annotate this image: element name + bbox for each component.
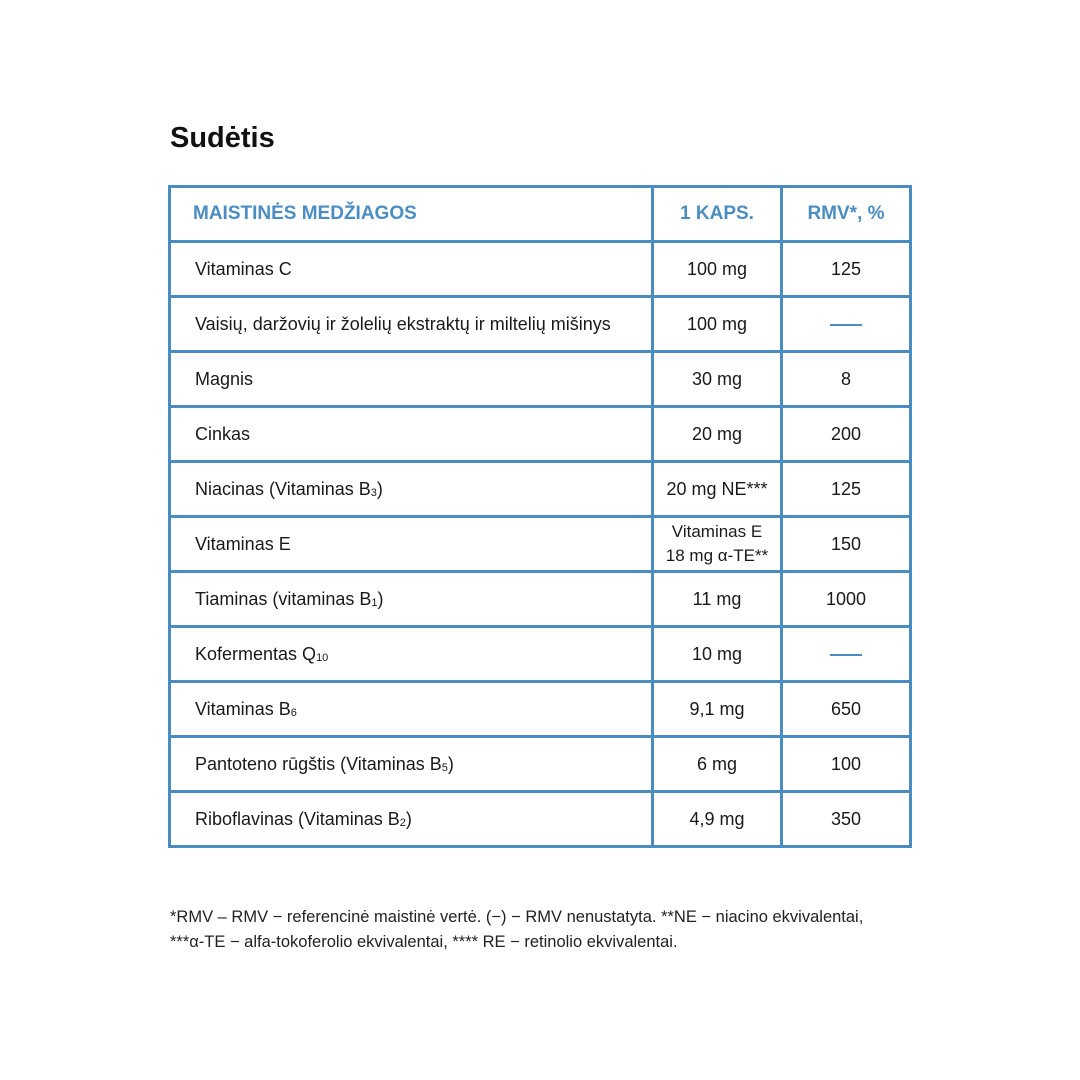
rmv-value: 200 bbox=[830, 423, 862, 444]
amount-cell: 100 mg bbox=[651, 240, 783, 298]
table-row: Riboflavinas (Vitaminas B2) 4,9 mg 350 bbox=[168, 790, 912, 848]
table-row: Vaisių, daržovių ir žolelių ekstraktų ir… bbox=[168, 295, 912, 353]
nutrient-name: Vitaminas C bbox=[168, 240, 654, 298]
rmv-value: 350 bbox=[830, 808, 862, 829]
nutrient-label: Tiaminas (vitaminas B bbox=[195, 588, 372, 609]
rmv-cell: 150 bbox=[780, 515, 912, 573]
amount-value: 10 mg bbox=[691, 643, 743, 664]
amount-cell: 11 mg bbox=[651, 570, 783, 628]
table-row: Niacinas (Vitaminas B3) 20 mg NE*** 125 bbox=[168, 460, 912, 518]
nutrient-label: Niacinas (Vitaminas B bbox=[195, 478, 371, 499]
rmv-value: 8 bbox=[840, 368, 851, 389]
footnote: *RMV – RMV − referencinė maistinė vertė.… bbox=[170, 905, 863, 955]
footnote-line-1: *RMV – RMV − referencinė maistinė vertė.… bbox=[170, 908, 864, 926]
amount-value: 11 mg bbox=[692, 588, 742, 609]
amount-value: 30 mg bbox=[691, 368, 743, 389]
nutrient-label: Kofermentas Q bbox=[195, 643, 317, 664]
table-row: Vitaminas B6 9,1 mg 650 bbox=[168, 680, 912, 738]
suffix: ) bbox=[377, 588, 384, 609]
amount-value: 4,9 mg bbox=[689, 808, 745, 829]
nutrition-table: MAISTINĖS MEDŽIAGOS 1 KAPS. RMV*, % Vita… bbox=[168, 185, 912, 848]
nutrient-name: Kofermentas Q10 bbox=[168, 625, 654, 683]
table-row: Vitaminas E Vitaminas E 18 mg α-TE** 150 bbox=[168, 515, 912, 573]
not-set-dash bbox=[830, 653, 862, 656]
amount-cell: 20 mg NE*** bbox=[651, 460, 783, 518]
rmv-cell: 200 bbox=[780, 405, 912, 463]
suffix: ) bbox=[405, 808, 412, 829]
nutrient-name: Riboflavinas (Vitaminas B2) bbox=[168, 790, 654, 848]
amount-value: 20 mg NE*** bbox=[666, 478, 768, 499]
table-row: Magnis 30 mg 8 bbox=[168, 350, 912, 408]
table-row: Vitaminas C 100 mg 125 bbox=[168, 240, 912, 298]
nutrient-label: Vitaminas B bbox=[195, 698, 291, 719]
amount-cell: 4,9 mg bbox=[651, 790, 783, 848]
table-row: Pantoteno rūgštis (Vitaminas B5) 6 mg 10… bbox=[168, 735, 912, 793]
subscript: 1 bbox=[371, 596, 378, 609]
subscript: 10 bbox=[316, 651, 329, 664]
nutrient-label: Pantoteno rūgštis (Vitaminas B bbox=[195, 753, 442, 774]
amount-cell: 6 mg bbox=[651, 735, 783, 793]
nutrient-name: Vitaminas E bbox=[168, 515, 654, 573]
amount-cell: 100 mg bbox=[651, 295, 783, 353]
amount-cell: 20 mg bbox=[651, 405, 783, 463]
footnote-line-2: ***α-TE − alfa-tokoferolio ekvivalentai,… bbox=[170, 933, 678, 951]
table-row: Tiaminas (vitaminas B1) 11 mg 1000 bbox=[168, 570, 912, 628]
nutrient-label: Vitaminas C bbox=[195, 258, 292, 279]
rmv-cell: 1000 bbox=[780, 570, 912, 628]
rmv-value: 1000 bbox=[825, 588, 867, 609]
amount-cell: 9,1 mg bbox=[651, 680, 783, 738]
nutrient-name: Tiaminas (vitaminas B1) bbox=[168, 570, 654, 628]
amount-line-2: 18 mg α-TE** bbox=[665, 546, 769, 565]
nutrient-name: Magnis bbox=[168, 350, 654, 408]
nutrient-label: Vaisių, daržovių ir žolelių ekstraktų ir… bbox=[195, 313, 611, 334]
rmv-value: 125 bbox=[830, 258, 862, 279]
suffix: ) bbox=[447, 753, 454, 774]
table-header-row: MAISTINĖS MEDŽIAGOS 1 KAPS. RMV*, % bbox=[168, 185, 912, 243]
table-row: Cinkas 20 mg 200 bbox=[168, 405, 912, 463]
header-nutrients: MAISTINĖS MEDŽIAGOS bbox=[168, 185, 654, 243]
rmv-value: 125 bbox=[830, 478, 862, 499]
rmv-value: 100 bbox=[830, 753, 862, 774]
amount-cell: 30 mg bbox=[651, 350, 783, 408]
amount-line-1: Vitaminas E bbox=[671, 522, 763, 541]
rmv-cell: 650 bbox=[780, 680, 912, 738]
amount-value: 100 mg bbox=[686, 258, 748, 279]
nutrient-label: Cinkas bbox=[195, 423, 251, 444]
amount-value: 20 mg bbox=[691, 423, 743, 444]
subscript: 6 bbox=[290, 706, 297, 719]
rmv-cell: 8 bbox=[780, 350, 912, 408]
amount-cell: 10 mg bbox=[651, 625, 783, 683]
rmv-cell: 125 bbox=[780, 460, 912, 518]
rmv-cell: 100 bbox=[780, 735, 912, 793]
table-row: Kofermentas Q10 10 mg bbox=[168, 625, 912, 683]
nutrient-name: Pantoteno rūgštis (Vitaminas B5) bbox=[168, 735, 654, 793]
suffix: ) bbox=[376, 478, 383, 499]
rmv-value: 150 bbox=[830, 533, 862, 554]
rmv-cell bbox=[780, 295, 912, 353]
amount-value: 6 mg bbox=[696, 753, 738, 774]
nutrient-name: Niacinas (Vitaminas B3) bbox=[168, 460, 654, 518]
subscript: 2 bbox=[399, 816, 406, 829]
nutrient-label: Magnis bbox=[195, 368, 254, 389]
header-rmv: RMV*, % bbox=[780, 185, 912, 243]
rmv-cell: 350 bbox=[780, 790, 912, 848]
amount-value: 9,1 mg bbox=[689, 698, 745, 719]
nutrient-label: Riboflavinas (Vitaminas B bbox=[195, 808, 400, 829]
nutrient-name: Vaisių, daržovių ir žolelių ekstraktų ir… bbox=[168, 295, 654, 353]
nutrient-label: Vitaminas E bbox=[195, 533, 291, 554]
amount-value: 100 mg bbox=[686, 313, 748, 334]
rmv-value: 650 bbox=[830, 698, 862, 719]
rmv-cell: 125 bbox=[780, 240, 912, 298]
subscript: 3 bbox=[370, 486, 377, 499]
header-per-capsule: 1 KAPS. bbox=[651, 185, 783, 243]
nutrient-name: Vitaminas B6 bbox=[168, 680, 654, 738]
page-title: Sudėtis bbox=[170, 122, 275, 154]
rmv-cell bbox=[780, 625, 912, 683]
amount-cell: Vitaminas E 18 mg α-TE** bbox=[651, 515, 783, 573]
not-set-dash bbox=[830, 323, 862, 326]
subscript: 5 bbox=[441, 761, 448, 774]
nutrient-name: Cinkas bbox=[168, 405, 654, 463]
